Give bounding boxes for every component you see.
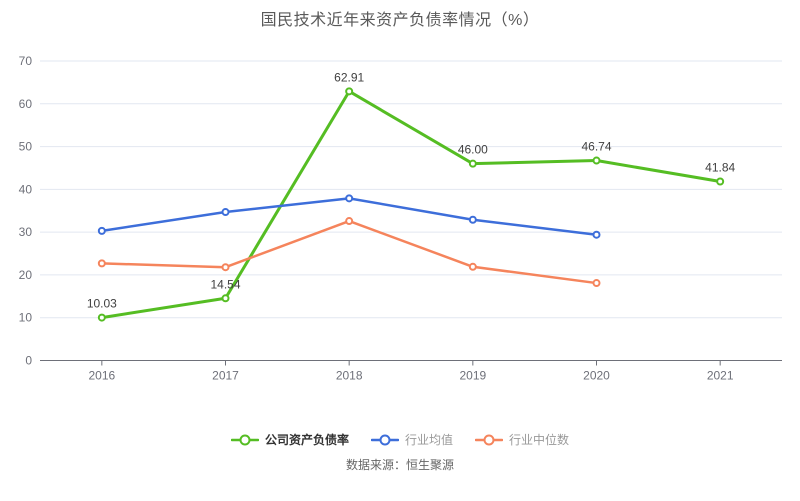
data-point-1-2019[interactable] — [468, 215, 477, 224]
data-source: 数据来源：恒生聚源 — [345, 458, 454, 472]
chart-title: 国民技术近年来资产负债率情况（%） — [260, 12, 540, 29]
y-axis-label-40: 40 — [19, 182, 33, 196]
legend-item-0[interactable]: 公司资产负债率 — [230, 431, 349, 449]
data-label-0-2016: 10.03 — [87, 297, 117, 311]
x-axis-label-2019: 2019 — [459, 369, 486, 383]
legend-circle-0 — [239, 434, 251, 446]
legend-line-marker-icon — [230, 434, 259, 446]
chart-svg: 0 10 20 30 40 50 60 70 2016 2017 2018 2019 2020 2021 1… — [19, 54, 782, 383]
legend-label-2: 行业中位数 — [509, 433, 570, 447]
x-axis-label-2020: 2020 — [583, 369, 610, 383]
data-label-0-2017: 14.54 — [210, 277, 240, 291]
series-line-2 — [100, 219, 598, 285]
series-line-0 — [100, 89, 722, 320]
legend-item-2[interactable]: 行业中位数 — [475, 431, 569, 449]
line-chart: 0 10 20 30 40 50 60 70 2016 2017 2018 2019 2020 2021 1… — [19, 54, 782, 383]
data-label-0-2018: 62.91 — [334, 70, 364, 84]
data-label-0-2021: 41.84 — [705, 160, 735, 174]
legend-label-1: 行业均值 — [404, 433, 453, 447]
y-axis-label-0: 0 — [25, 354, 32, 368]
data-point-2-2018[interactable] — [345, 217, 354, 226]
data-point-1-2017[interactable] — [221, 208, 230, 217]
legend-circle-2 — [483, 434, 495, 446]
legend-label-0: 公司资产负债率 — [264, 433, 349, 447]
data-point-0-2017[interactable] — [221, 294, 230, 303]
y-axis-label-20: 20 — [19, 268, 33, 282]
data-point-0-2018[interactable] — [345, 87, 354, 96]
series-line-1 — [100, 197, 598, 236]
data-point-1-2020[interactable] — [592, 230, 601, 239]
data-point-0-2016[interactable] — [97, 313, 106, 322]
y-axis-label-10: 10 — [19, 311, 33, 325]
data-point-0-2020[interactable] — [592, 156, 601, 165]
data-point-0-2021[interactable] — [716, 177, 725, 186]
y-axis-label-70: 70 — [19, 54, 33, 68]
data-point-1-2018[interactable] — [345, 194, 354, 203]
legend-item-1[interactable]: 行业均值 — [370, 431, 453, 449]
legend-line-marker-icon — [370, 434, 399, 446]
x-axis-label-2016: 2016 — [88, 369, 115, 383]
data-label-0-2019: 46.00 — [458, 143, 488, 157]
x-axis-label-2021: 2021 — [707, 369, 734, 383]
data-point-0-2019[interactable] — [468, 159, 477, 168]
x-axis-label-2018: 2018 — [336, 369, 363, 383]
data-point-2-2017[interactable] — [221, 263, 230, 272]
legend-circle-1 — [379, 434, 391, 446]
data-label-0-2020: 46.74 — [581, 140, 611, 154]
data-point-1-2016[interactable] — [97, 226, 106, 235]
legend-line-marker-icon — [475, 434, 503, 446]
y-axis-label-30: 30 — [19, 225, 33, 239]
x-axis-label-2017: 2017 — [212, 369, 239, 383]
chart-legend: 公司资产负债率 行业均值 行业中位数 — [0, 431, 800, 449]
data-point-2-2016[interactable] — [97, 259, 106, 268]
y-axis-label-50: 50 — [19, 140, 33, 154]
y-axis-label-60: 60 — [19, 97, 33, 111]
data-point-2-2019[interactable] — [468, 262, 477, 271]
data-point-2-2020[interactable] — [592, 279, 601, 288]
